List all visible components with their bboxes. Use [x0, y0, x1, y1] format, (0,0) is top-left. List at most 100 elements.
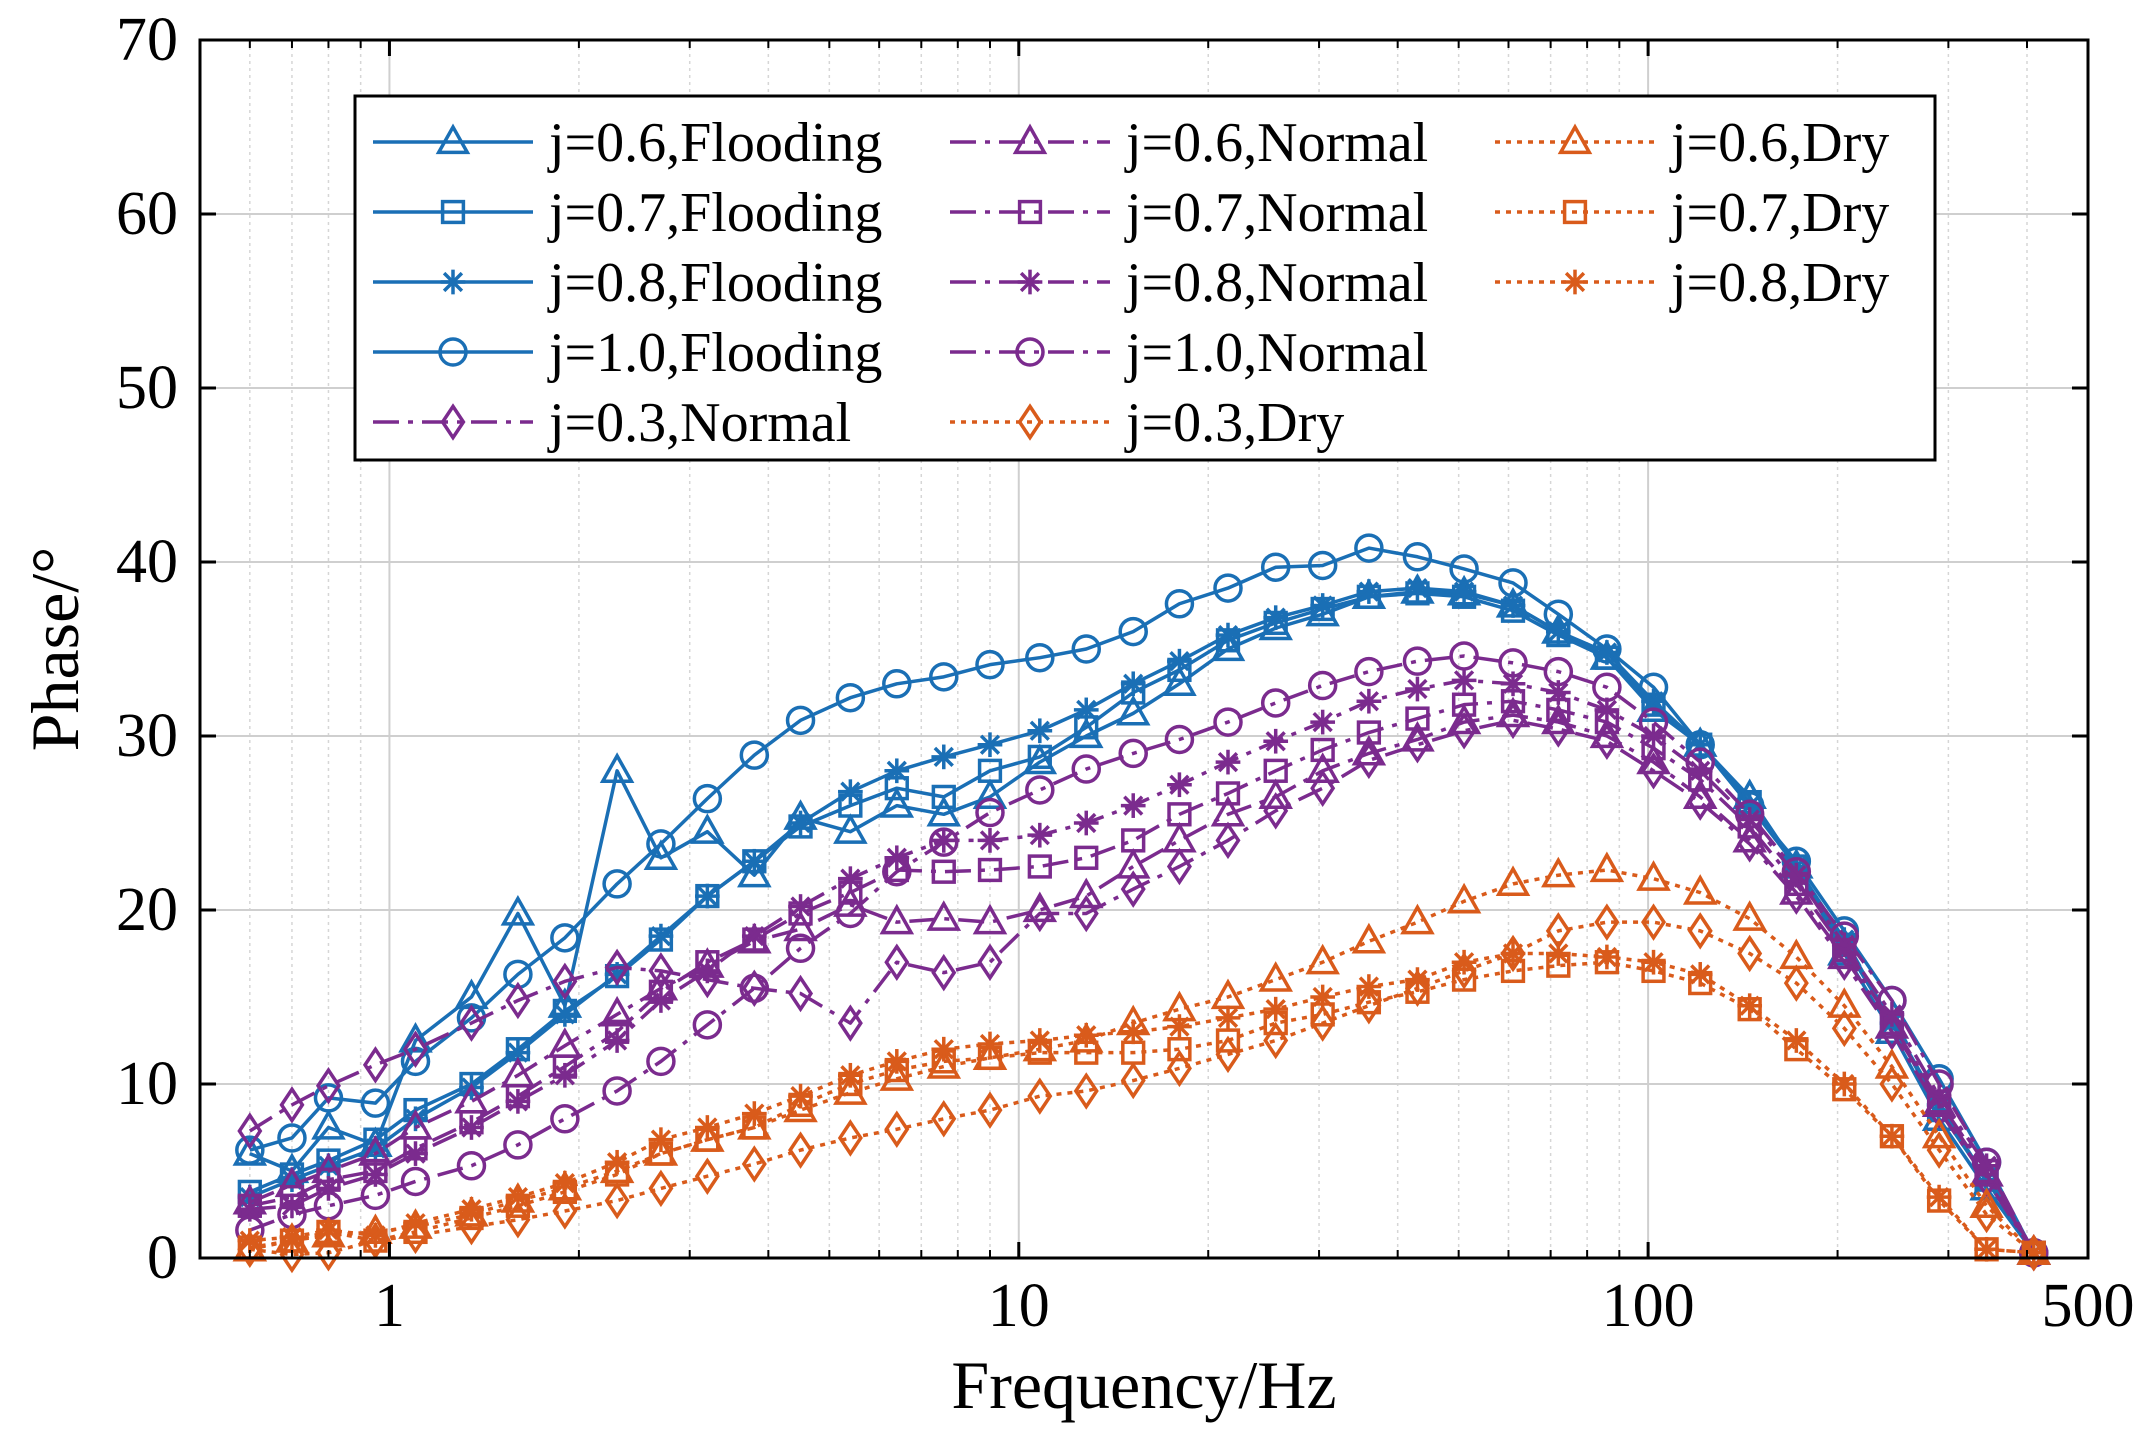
data-point-star [977, 1031, 1003, 1057]
data-point-square [1310, 737, 1335, 763]
data-point-triangle [1305, 752, 1340, 783]
data-point-triangle [311, 1108, 346, 1140]
data-point-circle [360, 1180, 391, 1211]
data-point-triangle [547, 1169, 583, 1201]
data-point-star [1027, 1028, 1053, 1053]
data-point-star [505, 1184, 531, 1210]
data-point-diamond [279, 1086, 305, 1124]
data-point-circle [646, 1046, 676, 1077]
legend-label: j=0.8,Dry [1669, 252, 1889, 314]
star-marker-stroke [1358, 976, 1380, 997]
data-point-diamond [788, 1131, 814, 1169]
star-marker-stroke [365, 1138, 386, 1159]
data-point-circle [1829, 921, 1860, 951]
data-point-star [505, 1040, 531, 1066]
data-point-star [1027, 718, 1053, 744]
data-point-triangle [1732, 900, 1767, 931]
star-marker-stroke [318, 1155, 339, 1176]
data-point-star [931, 744, 957, 770]
series-line [248, 718, 2036, 1254]
data-point-square [977, 758, 1003, 783]
star-marker-stroke [979, 734, 1001, 755]
data-point-circle [785, 933, 816, 964]
series-line [249, 699, 2036, 1254]
data-point-triangle [879, 1060, 915, 1091]
legend-label: j=1.0,Normal [1124, 322, 1428, 384]
star-marker-stroke [933, 1039, 954, 1060]
series-j=0.8,Dry [237, 941, 2047, 1266]
star-marker-stroke [1596, 642, 1618, 663]
data-point-star [1215, 1005, 1241, 1031]
star-marker-stroke [554, 1065, 576, 1086]
star-marker-stroke [790, 812, 811, 834]
legend-label: j=0.7,Dry [1669, 182, 1889, 244]
legend-entry: j=1.0,Normal [950, 322, 1428, 384]
data-point-triangle [1400, 903, 1435, 935]
data-point-triangle [783, 1091, 818, 1123]
data-point-diamond [788, 974, 814, 1013]
data-point-star [1310, 984, 1336, 1010]
data-point-star [316, 1153, 341, 1179]
legend-label: j=1.0,Flooding [547, 322, 882, 384]
star-marker-stroke [1029, 825, 1050, 846]
data-point-diamond [1594, 903, 1620, 941]
star-marker-stroke [1265, 731, 1286, 752]
data-point-star [838, 1062, 863, 1088]
data-point-star [1120, 1019, 1146, 1045]
data-point-square [1167, 802, 1192, 827]
plot-frame [198, 38, 2090, 1260]
y-tick-label: 60 [116, 180, 178, 248]
data-point-triangle [311, 1216, 346, 1248]
legend-label: j=0.8,Normal [1124, 252, 1428, 314]
data-point-star [884, 1049, 910, 1074]
data-point-triangle [1210, 795, 1246, 827]
data-point-star [1263, 996, 1289, 1022]
data-point-triangle [1115, 847, 1151, 879]
star-marker-stroke [606, 1152, 628, 1173]
data-point-star [1073, 810, 1099, 836]
data-point-square [1027, 744, 1052, 770]
y-axis-label: Phase/° [17, 547, 93, 752]
legend-entry: j=0.8,Normal [950, 252, 1428, 314]
data-point-triangle [1827, 987, 1862, 1018]
data-point-triangle [783, 910, 818, 942]
data-point-star [279, 1224, 305, 1250]
data-point-circle [1543, 656, 1574, 687]
data-point-circle [400, 1166, 431, 1197]
star-marker-stroke [1169, 1016, 1190, 1037]
data-point-circle [692, 1010, 723, 1040]
star-marker-stroke [744, 1103, 765, 1124]
star-marker-stroke [365, 1164, 386, 1185]
data-point-star [1641, 949, 1666, 975]
data-point-diamond [1073, 894, 1099, 933]
data-point-triangle [1682, 874, 1718, 905]
data-point-diamond [1310, 1004, 1336, 1042]
data-point-star [648, 988, 674, 1013]
star-marker-stroke [840, 1065, 861, 1086]
star-marker-stroke [1217, 751, 1239, 773]
star-marker-stroke [1502, 673, 1524, 694]
data-point-circle [1164, 589, 1195, 619]
star-marker-stroke [606, 1030, 628, 1051]
legend-entry: j=1.0,Flooding [373, 322, 882, 384]
star-marker-stroke [461, 1117, 482, 1138]
star-marker-stroke [1019, 271, 1041, 293]
data-point-circle [1071, 754, 1102, 784]
legend-entry: j=0.7,Normal [950, 182, 1428, 244]
star-marker-stroke [1358, 691, 1380, 712]
data-point-star [363, 1162, 388, 1187]
data-point-triangle [599, 752, 635, 783]
star-marker-stroke [697, 1117, 718, 1138]
legend-label: j=0.6,Flooding [547, 112, 882, 174]
data-point-triangle [1258, 778, 1293, 810]
data-point-triangle [690, 813, 725, 844]
data-point-circle [1498, 648, 1528, 678]
data-point-star [788, 810, 813, 836]
data-point-diamond [977, 943, 1003, 981]
data-point-circle [739, 740, 770, 770]
y-tick-label: 50 [116, 354, 178, 422]
x-tick-label: 500 [2042, 1272, 2135, 1340]
data-point-star [1783, 1028, 1809, 1053]
data-point-diamond [1073, 1072, 1099, 1110]
y-tick-label: 30 [116, 702, 178, 770]
